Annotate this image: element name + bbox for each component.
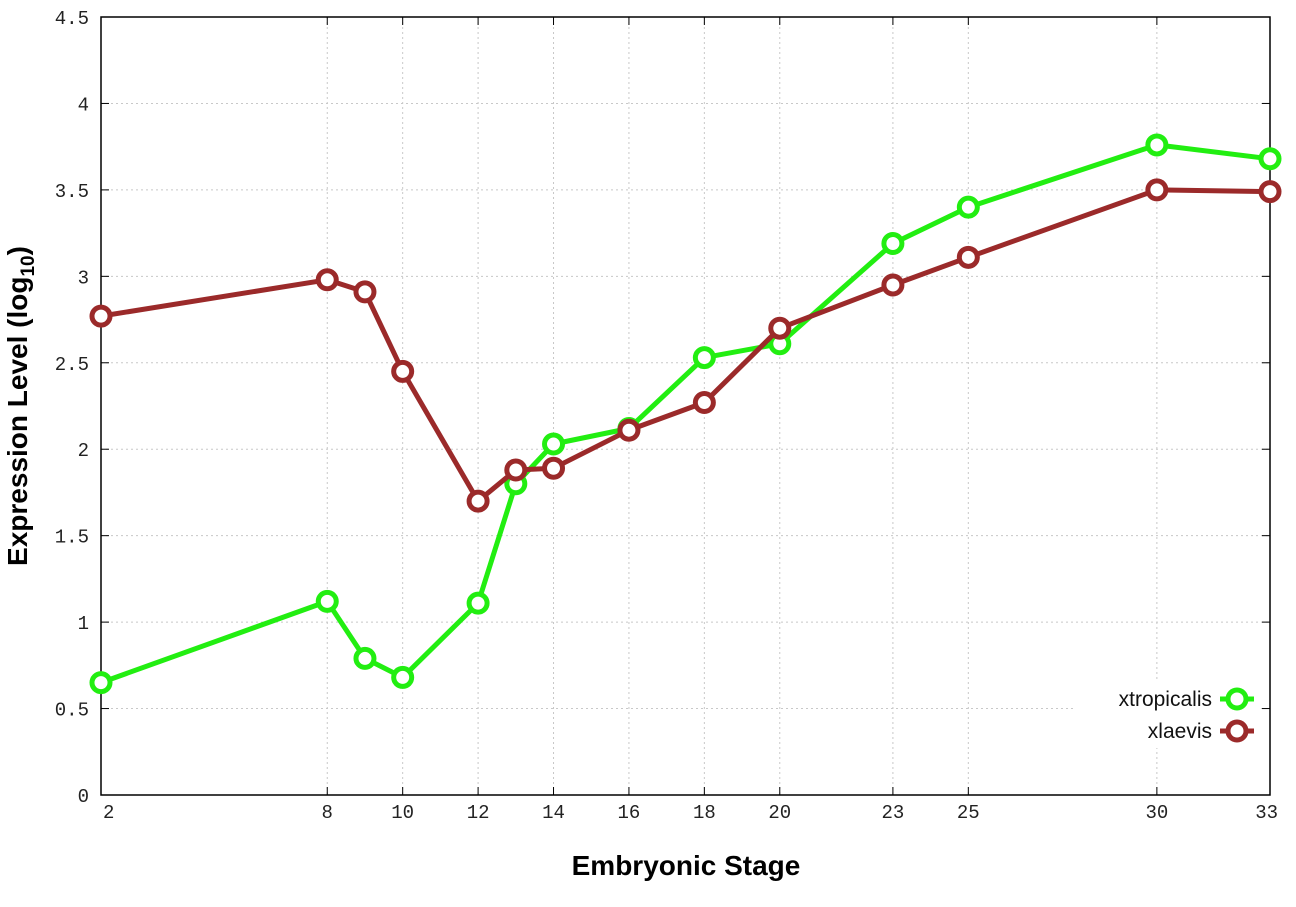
data-point-xlaevis: [1258, 180, 1282, 204]
y-axis-title-suffix: ): [2, 246, 33, 255]
data-point-xlaevis: [353, 280, 377, 304]
y-tick-label: 2: [78, 440, 89, 462]
data-point-xtropicalis: [692, 346, 716, 370]
data-point-xtropicalis: [391, 665, 415, 689]
x-tick-label: 33: [1255, 802, 1278, 824]
data-point-xtropicalis: [1258, 147, 1282, 171]
grid: [101, 17, 1270, 795]
legend-item-xtropicalis: xtropicalis: [1119, 687, 1254, 711]
y-tick-label: 4: [78, 94, 89, 116]
y-axis: 0 0.5 1 1.5 2 2.5 3 3.5 4 4.5: [55, 8, 1270, 808]
x-tick-label: 14: [542, 802, 565, 824]
x-tick-label: 30: [1145, 802, 1168, 824]
y-tick-label: 0.5: [55, 700, 89, 722]
y-tick-label: 4.5: [55, 8, 89, 30]
data-point-xlaevis: [617, 418, 641, 442]
data-point-xtropicalis: [315, 589, 339, 613]
plot-frame: [100, 16, 1271, 796]
series-line-xtropicalis: [100, 142, 1271, 685]
data-point-xlaevis: [692, 391, 716, 415]
legend-item-xlaevis: xlaevis: [1148, 719, 1254, 743]
data-point-xlaevis: [391, 359, 415, 383]
x-tick-label: 8: [322, 802, 333, 824]
data-point-xlaevis: [956, 245, 980, 269]
data-point-xlaevis: [89, 304, 113, 328]
series-xtropicalis: [89, 133, 1282, 695]
y-tick-label: 3: [78, 267, 89, 289]
x-tick-label: 23: [881, 802, 904, 824]
data-point-xlaevis: [768, 316, 792, 340]
y-axis-title-main: Expression Level (log: [2, 277, 33, 566]
series-layer: [89, 133, 1282, 695]
legend-label: xtropicalis: [1119, 688, 1212, 711]
x-axis-title: Embryonic Stage: [572, 850, 801, 881]
x-tick-label: 20: [768, 802, 791, 824]
data-point-xlaevis: [1145, 178, 1169, 202]
data-point-xtropicalis: [542, 432, 566, 456]
y-tick-label: 1: [78, 613, 89, 635]
data-point-xtropicalis: [881, 231, 905, 255]
data-point-xlaevis: [881, 273, 905, 297]
x-tick-label: 2: [103, 802, 114, 824]
x-tick-label: 10: [391, 802, 414, 824]
data-point-xlaevis: [504, 458, 528, 482]
data-point-xlaevis: [466, 489, 490, 513]
x-axis: 2 8 10 12 14 16 18 20 23 25 30 33: [100, 17, 1278, 824]
data-point-xlaevis: [542, 456, 566, 480]
x-tick-label: 16: [618, 802, 641, 824]
data-point-xtropicalis: [466, 591, 490, 615]
x-tick-label: 18: [693, 802, 716, 824]
legend-marker-swatch: [1225, 719, 1249, 743]
data-point-xtropicalis: [353, 646, 377, 670]
x-tick-label: 12: [467, 802, 490, 824]
legend-marker-swatch: [1225, 687, 1249, 711]
x-tick-label: 25: [957, 802, 980, 824]
y-tick-label: 2.5: [55, 354, 89, 376]
data-point-xtropicalis: [89, 671, 113, 695]
y-axis-title: Expression Level (log10): [2, 246, 39, 566]
y-axis-title-subscript: 10: [18, 255, 39, 276]
series-line-xlaevis: [100, 187, 1271, 504]
legend: xtropicalis xlaevis: [1075, 680, 1258, 748]
y-tick-label: 1.5: [55, 527, 89, 549]
data-point-xtropicalis: [956, 195, 980, 219]
data-point-xlaevis: [315, 268, 339, 292]
series-xlaevis: [89, 178, 1282, 513]
legend-label: xlaevis: [1148, 720, 1212, 743]
y-tick-label: 0: [78, 786, 89, 808]
data-point-xtropicalis: [1145, 133, 1169, 157]
y-tick-label: 3.5: [55, 181, 89, 203]
